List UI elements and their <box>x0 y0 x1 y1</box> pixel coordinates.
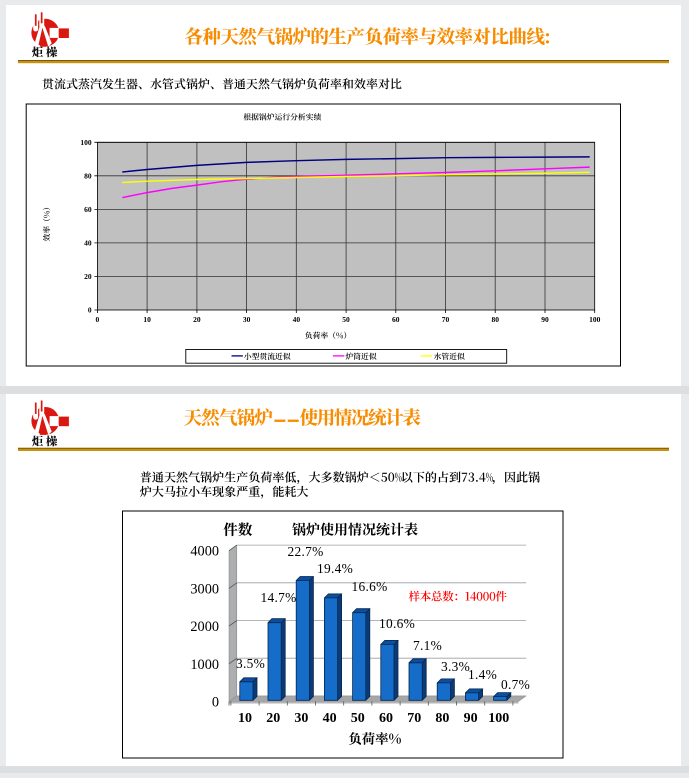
svg-text:40: 40 <box>293 315 301 324</box>
svg-text:60: 60 <box>392 315 400 324</box>
svg-text:60: 60 <box>84 205 92 214</box>
svg-text:16.6%: 16.6% <box>352 579 388 594</box>
svg-text:80: 80 <box>84 171 92 180</box>
svg-text:0: 0 <box>212 695 219 711</box>
svg-text:14.7%: 14.7% <box>261 590 297 605</box>
svg-text:10: 10 <box>143 315 151 324</box>
svg-text:20: 20 <box>193 315 201 324</box>
svg-text:4000: 4000 <box>190 544 219 560</box>
svg-text:7.1%: 7.1% <box>413 638 442 653</box>
svg-text:20: 20 <box>84 272 92 281</box>
svg-text:10: 10 <box>238 711 252 726</box>
svg-text:10.6%: 10.6% <box>379 616 415 631</box>
svg-text:1000: 1000 <box>190 657 219 673</box>
svg-text:22.7%: 22.7% <box>288 544 324 559</box>
svg-text:100: 100 <box>488 711 509 726</box>
svg-text:20: 20 <box>266 711 280 726</box>
svg-text:2000: 2000 <box>190 619 219 635</box>
svg-text:80: 80 <box>435 711 449 726</box>
svg-text:60: 60 <box>379 711 393 726</box>
svg-text:50: 50 <box>351 711 365 726</box>
svg-text:19.4%: 19.4% <box>317 561 353 576</box>
svg-text:0: 0 <box>88 306 92 315</box>
svg-text:90: 90 <box>464 711 478 726</box>
svg-text:30: 30 <box>294 711 308 726</box>
svg-text:1.4%: 1.4% <box>468 667 497 682</box>
svg-text:0: 0 <box>96 315 100 324</box>
svg-text:80: 80 <box>491 315 499 324</box>
svg-text:100: 100 <box>589 315 601 324</box>
svg-text:3.5%: 3.5% <box>236 656 265 671</box>
svg-text:70: 70 <box>407 711 421 726</box>
svg-text:3000: 3000 <box>190 581 219 597</box>
svg-text:3.3%: 3.3% <box>441 659 470 674</box>
svg-text:50: 50 <box>342 315 350 324</box>
svg-text:100: 100 <box>80 138 92 147</box>
svg-text:40: 40 <box>323 711 337 726</box>
svg-text:70: 70 <box>442 315 450 324</box>
svg-text:0.7%: 0.7% <box>501 677 530 692</box>
svg-text:30: 30 <box>243 315 251 324</box>
svg-text:90: 90 <box>541 315 549 324</box>
svg-text:40: 40 <box>84 238 92 247</box>
